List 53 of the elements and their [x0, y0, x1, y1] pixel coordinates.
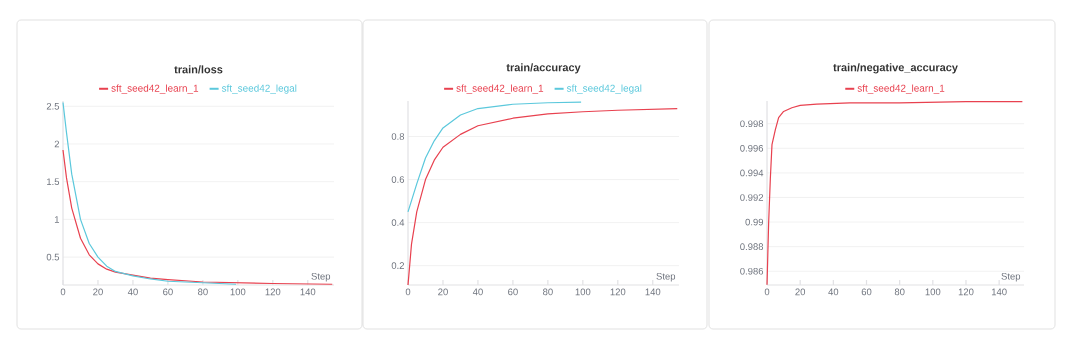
x-tick-label: 100 — [575, 288, 591, 296]
y-tick-label: 0.986 — [740, 267, 764, 275]
x-tick-label: 40 — [472, 288, 483, 296]
y-tick-label: 2.5 — [46, 102, 60, 110]
x-tick-label: 100 — [925, 288, 941, 296]
y-tick-label: 0.998 — [740, 120, 764, 128]
legend-label: sft_seed42_learn_1 — [857, 84, 945, 94]
x-tick-label: 60 — [163, 288, 173, 296]
x-tick-label: 20 — [795, 288, 806, 296]
chart-title: train/negative_accuracy — [833, 63, 958, 74]
x-tick-label: 80 — [543, 288, 553, 296]
line-series — [407, 101, 582, 213]
x-tick-label: 20 — [93, 288, 103, 296]
x-axis-title: Step — [656, 272, 676, 282]
legend-label: sft_seed42_legal — [566, 84, 642, 94]
y-tick-label: 0.5 — [46, 253, 60, 261]
y-tick-label: 0.996 — [740, 144, 764, 152]
y-tick-label: 0.994 — [740, 169, 764, 177]
chart-title: train/accuracy — [506, 63, 581, 74]
x-tick-label: 120 — [610, 288, 626, 296]
legend-label: sft_seed42_learn_1 — [111, 84, 199, 94]
y-tick-label: 1 — [54, 216, 60, 223]
y-tick-label: 0.99 — [745, 218, 764, 226]
x-tick-label: 0 — [60, 288, 66, 296]
line-series — [766, 101, 1023, 286]
x-tick-label: 120 — [265, 288, 281, 296]
x-tick-label: 60 — [861, 288, 872, 296]
x-tick-label: 60 — [508, 288, 518, 296]
x-tick-label: 40 — [828, 288, 839, 296]
y-tick-label: 0.988 — [740, 243, 764, 250]
x-tick-label: 80 — [894, 288, 905, 296]
x-tick-label: 20 — [438, 288, 448, 296]
x-tick-label: 100 — [230, 288, 246, 296]
x-axis-title: Step — [1001, 272, 1021, 282]
x-tick-label: 120 — [958, 288, 974, 296]
x-axis-title: Step — [311, 272, 331, 282]
x-tick-label: 140 — [991, 288, 1007, 296]
y-tick-label: 0.2 — [391, 262, 405, 269]
y-tick-label: 0.4 — [391, 219, 405, 226]
legend-label: sft_seed42_legal — [221, 84, 297, 94]
y-tick-label: 0.6 — [391, 176, 405, 183]
x-tick-label: 0 — [405, 288, 411, 296]
y-tick-label: 1.5 — [47, 178, 60, 185]
chart-title: train/loss — [174, 65, 223, 74]
x-tick-label: 80 — [198, 288, 208, 296]
x-tick-label: 40 — [127, 288, 138, 296]
y-tick-label: 0.8 — [391, 133, 405, 140]
x-tick-label: 0 — [764, 288, 770, 296]
legend-label: sft_seed42_learn_1 — [456, 84, 544, 94]
y-tick-label: 2 — [54, 140, 60, 148]
y-tick-label: 0.992 — [740, 194, 764, 201]
x-tick-label: 140 — [645, 288, 661, 296]
x-tick-label: 140 — [300, 288, 316, 296]
